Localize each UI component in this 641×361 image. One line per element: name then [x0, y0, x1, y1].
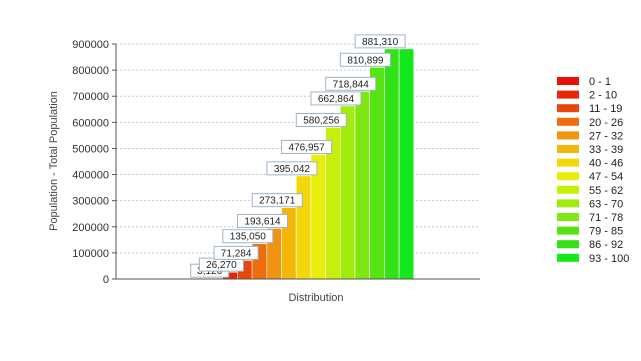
- data-label: 718,844: [333, 79, 370, 90]
- y-tick-label: 0: [103, 274, 109, 286]
- legend-swatch: [557, 240, 579, 249]
- data-label-box: [213, 245, 259, 260]
- y-tick-label: 500000: [72, 143, 109, 155]
- y-tick-label: 700000: [72, 91, 109, 103]
- data-label: 395,042: [274, 164, 311, 175]
- y-tick-label: 600000: [72, 117, 109, 129]
- legend-label: 11 - 19: [589, 103, 622, 115]
- data-label: 273,171: [259, 196, 296, 207]
- legend-swatch: [557, 145, 579, 153]
- data-label-box: [222, 229, 274, 244]
- data-label-box: [354, 34, 406, 49]
- y-axis-ticks: 0 100000 200000 300000 400000 500000 600000 700…: [72, 39, 116, 286]
- bar: [384, 48, 400, 280]
- legend-label: 71 - 78: [589, 212, 623, 224]
- data-label: 476,957: [289, 142, 326, 153]
- bar: [369, 66, 385, 280]
- y-tick-label: 100000: [72, 248, 109, 260]
- legend-swatch: [557, 158, 579, 167]
- y-tick-label: 200000: [72, 222, 109, 234]
- y-tick-label: 300000: [72, 196, 109, 208]
- legend-swatch: [557, 117, 579, 126]
- data-label-box: [325, 76, 377, 91]
- data-label: 810,899: [347, 55, 384, 66]
- data-label: 662,864: [318, 94, 355, 105]
- data-label: 135,050: [230, 232, 267, 243]
- data-label: 881,310: [362, 37, 399, 48]
- bar: [339, 105, 356, 280]
- y-axis-title: Population - Total Population: [48, 91, 60, 231]
- y-tick-label: 900000: [72, 39, 109, 51]
- legend-swatch: [557, 172, 579, 181]
- legend-label: 27 - 32: [589, 130, 623, 142]
- legend-swatch: [557, 213, 579, 221]
- bar: [354, 91, 370, 280]
- bar: [295, 175, 312, 280]
- data-label-box: [310, 91, 362, 106]
- data-label-box: [295, 112, 347, 127]
- legend-label: 86 - 92: [589, 239, 623, 251]
- data-label-box: [281, 139, 333, 154]
- legend-label: 40 - 46: [589, 158, 623, 170]
- legend-label: 47 - 54: [589, 171, 623, 183]
- legend-swatch: [557, 131, 579, 140]
- data-label: 193,614: [244, 216, 281, 227]
- y-tick-label: 800000: [72, 65, 109, 77]
- bar: [398, 48, 415, 280]
- legend-label: 2 - 10: [589, 90, 617, 102]
- legend-swatch: [557, 104, 579, 113]
- y-tick-label: 400000: [72, 170, 109, 182]
- data-label: 3,126: [197, 266, 222, 277]
- legend-label: 63 - 70: [589, 198, 623, 210]
- legend-swatch: [557, 253, 579, 262]
- legend-label: 33 - 39: [589, 144, 623, 156]
- data-label-box: [237, 213, 288, 228]
- legend-label: 55 - 62: [589, 185, 623, 197]
- legend-swatch: [557, 185, 579, 194]
- data-label-box: [339, 52, 391, 67]
- legend-label: 0 - 1: [589, 76, 611, 88]
- data-label: 580,256: [303, 115, 340, 126]
- data-label-box: [266, 161, 318, 176]
- legend-swatch: [557, 199, 579, 208]
- legend-swatch: [557, 90, 579, 99]
- legend-swatch: [557, 226, 579, 235]
- legend-label: 20 - 26: [589, 117, 623, 129]
- legend-label: 79 - 85: [589, 226, 623, 238]
- data-label: 26,270: [206, 260, 237, 271]
- legend-label: 93 - 100: [589, 253, 629, 265]
- x-axis-title: Distribution: [288, 292, 343, 304]
- legend-swatch: [557, 77, 579, 85]
- data-label: 71,284: [221, 248, 252, 259]
- data-label-box: [251, 193, 303, 208]
